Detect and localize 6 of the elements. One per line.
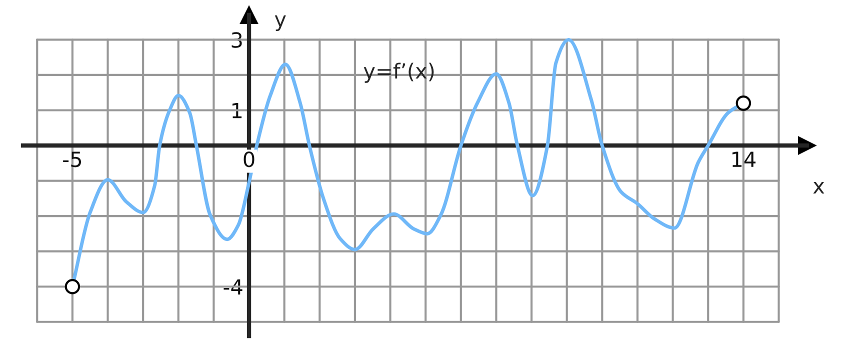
x-tick-label: 0 (244, 151, 254, 168)
x-axis-title: x (813, 182, 824, 194)
x-tick-label: -5 (63, 152, 82, 168)
x-tick-label: 14 (732, 152, 756, 167)
annotation: y=f’(x) (364, 62, 434, 83)
y-axis-title: y (274, 15, 286, 32)
